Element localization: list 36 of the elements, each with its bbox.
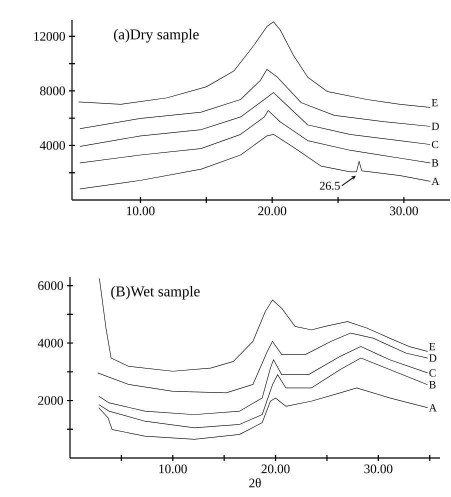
x-tick-label: 20.00 [262, 464, 290, 474]
y-tick-label: 6000 [38, 281, 63, 290]
line-series [78, 21, 431, 108]
text: (a)Dry sample [114, 28, 199, 43]
annotation: 26.5 [320, 182, 340, 190]
y-tick-label: 2000 [38, 396, 63, 405]
line-series [98, 346, 428, 415]
line-series [80, 92, 431, 147]
y-tick-label: 4000 [40, 141, 65, 150]
x-tick-label: 20.00 [258, 206, 286, 216]
text: (B)Wet sample [111, 286, 200, 300]
series-label: D [432, 122, 439, 130]
series-label: B [429, 381, 436, 388]
line-series [80, 69, 431, 129]
x-tick-label: 10.00 [127, 206, 155, 216]
x-axis-title: 2θ [249, 478, 261, 488]
line-series [80, 110, 431, 164]
series-label: C [429, 369, 436, 377]
series-label: E [429, 343, 436, 350]
y-tick-label: 4000 [38, 338, 63, 348]
series-label: B [432, 159, 438, 167]
series-label: D [429, 354, 436, 362]
line-series [80, 134, 431, 190]
x-tick-label: 30.00 [390, 206, 418, 216]
series-label: A [428, 404, 437, 412]
x-tick-label: 10.00 [159, 464, 187, 474]
line-series [98, 388, 428, 440]
series-label: E [432, 99, 438, 106]
x-tick-label: 30.00 [364, 464, 392, 474]
line-series [98, 358, 428, 428]
series-label: C [432, 140, 438, 148]
y-tick-label: 12000 [34, 32, 65, 41]
line-series [99, 278, 428, 372]
y-tick-label: 8000 [40, 86, 65, 96]
series-label: A [432, 178, 440, 185]
line-series [97, 332, 428, 394]
